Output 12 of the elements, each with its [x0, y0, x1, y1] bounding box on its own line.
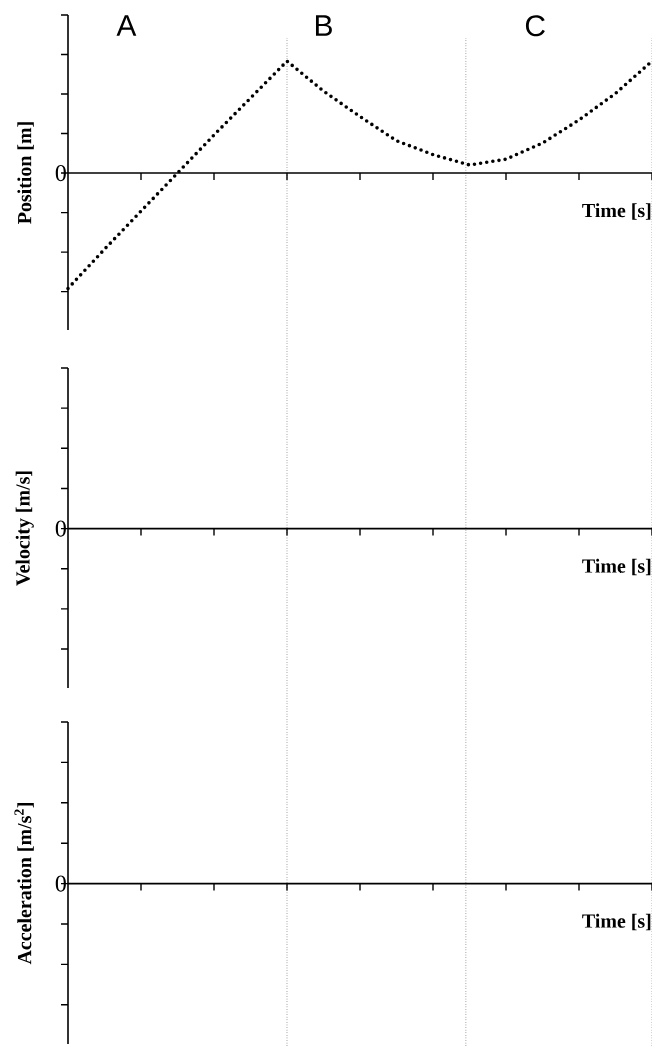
text: C	[525, 15, 545, 37]
text: Velocity [m/s]	[15, 471, 34, 586]
text: 0	[55, 520, 66, 537]
text: A	[116, 15, 137, 36]
x-axis-title: Time [s]	[582, 203, 651, 220]
text: 0	[55, 164, 66, 182]
text: Time [s]	[582, 913, 651, 931]
y-axis-title: Position [m]	[17, 122, 34, 224]
text: 0	[55, 875, 66, 892]
text: Time [s]	[582, 558, 651, 576]
text: Acceleration [m/s$^{2}$]	[14, 803, 34, 965]
text: B	[315, 15, 332, 36]
